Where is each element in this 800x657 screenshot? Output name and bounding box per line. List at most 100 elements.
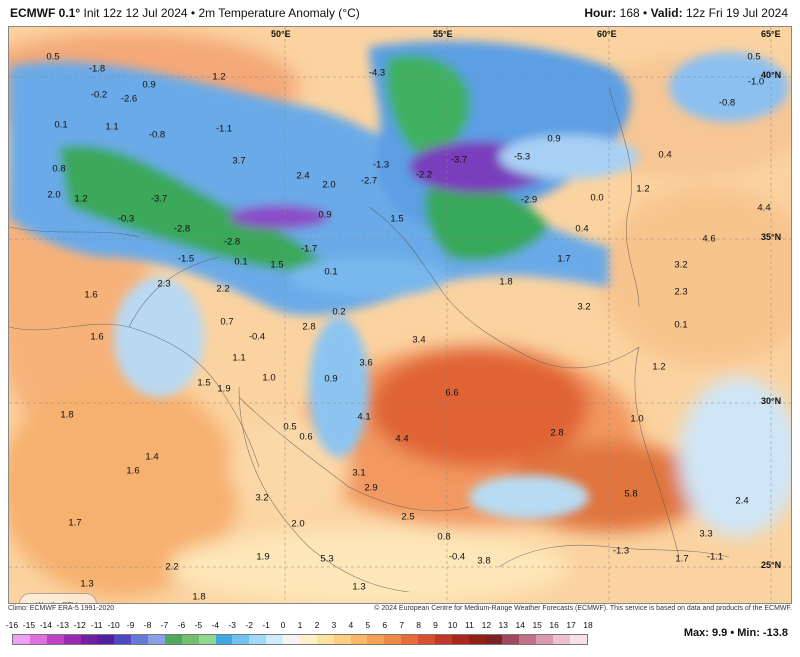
map-value: 3.3 <box>699 528 713 540</box>
field-name: 2m Temperature Anomaly (°C) <box>198 6 360 20</box>
map-value: 0.8 <box>52 163 66 175</box>
map-value: 3.2 <box>674 259 688 271</box>
map-value: -1.3 <box>372 159 390 171</box>
map-value: 1.4 <box>145 451 159 463</box>
legend-tick-label: -14 <box>39 620 53 630</box>
map-value: -2.6 <box>120 93 138 105</box>
map-value: 6.6 <box>445 387 459 399</box>
legend-swatch <box>316 635 334 644</box>
legend-tick-label: -7 <box>160 620 169 630</box>
title-left: ECMWF 0.1° Init 12z 12 Jul 2024 • 2m Tem… <box>10 6 360 20</box>
legend-swatch <box>519 635 537 644</box>
legend-tick-label: 18 <box>583 620 593 630</box>
map-value: 1.9 <box>256 551 270 563</box>
legend-tick-label: 5 <box>365 620 371 630</box>
legend-tick-label: 8 <box>416 620 421 630</box>
copyright-credit: © 2024 European Centre for Medium-Range … <box>374 605 792 612</box>
legend-swatch <box>468 635 486 644</box>
legend-swatch <box>97 635 115 644</box>
legend-tick-label: -10 <box>107 620 120 630</box>
map-value: -0.8 <box>718 97 736 109</box>
map-value: -1.8 <box>88 63 106 75</box>
map-value: 1.5 <box>197 377 211 389</box>
map-value: 0.9 <box>142 79 156 91</box>
legend-tick-label: -11 <box>90 620 103 630</box>
legend-swatch <box>215 635 233 644</box>
legend-swatch <box>569 635 587 644</box>
map-value: -1.7 <box>300 243 318 255</box>
legend-swatch <box>249 635 267 644</box>
legend-swatch <box>536 635 553 644</box>
map-value: 3.4 <box>412 334 426 346</box>
map-canvas <box>9 27 791 603</box>
map-value: 1.2 <box>74 193 88 205</box>
legend-swatch <box>63 635 81 644</box>
anomaly-map[interactable]: 50°E 55°E 60°E 65°E 40°N 35°N 30°N 25°N … <box>8 26 792 604</box>
legend-tick-label: -4 <box>211 620 220 630</box>
legend-tick-label: -8 <box>143 620 152 630</box>
map-value: 2.3 <box>674 286 688 298</box>
map-value: -0.4 <box>448 551 466 563</box>
lat-label-40n: 40°N <box>761 70 782 80</box>
map-value: 1.1 <box>232 352 246 364</box>
max-label: Max: <box>683 627 709 639</box>
legend-tick-label: -15 <box>22 620 36 630</box>
map-value: -2.2 <box>415 169 433 181</box>
legend-tick-label: 4 <box>348 620 354 630</box>
map-value: 2.0 <box>47 189 61 201</box>
legend-tick-label: -1 <box>262 620 270 630</box>
map-value: 0.1 <box>674 319 688 331</box>
map-value: 0.5 <box>747 51 761 63</box>
map-value: 4.6 <box>702 233 716 245</box>
map-value: 1.7 <box>557 253 571 265</box>
min-label: Min: <box>737 627 760 639</box>
hour-label: Hour: <box>584 6 617 20</box>
map-value: 3.2 <box>577 301 591 313</box>
map-value: 1.5 <box>270 259 284 271</box>
map-value: 0.7 <box>220 316 234 328</box>
map-value: -1.0 <box>747 76 765 88</box>
map-value: 0.6 <box>299 431 313 443</box>
map-value: 1.3 <box>80 578 94 590</box>
hour-value: 168 <box>619 6 640 20</box>
map-value: 4.4 <box>757 202 771 214</box>
model-name: ECMWF 0.1° <box>10 6 81 20</box>
title-right-separator: • <box>643 6 648 20</box>
legend-tick-label: 17 <box>566 620 576 630</box>
map-value: 0.4 <box>575 223 589 235</box>
map-value: -4.3 <box>368 67 386 79</box>
map-value: 2.3 <box>157 278 171 290</box>
map-value: 1.9 <box>217 383 231 395</box>
max-value: 9.9 <box>711 627 728 639</box>
map-value: 3.1 <box>352 467 366 479</box>
title-separator: • <box>190 6 196 20</box>
legend-swatch <box>333 635 351 644</box>
map-value: -2.8 <box>223 236 241 248</box>
cold-anomaly-fill <box>9 41 789 519</box>
map-value: 1.0 <box>262 372 276 384</box>
legend-tick-label: 0 <box>280 620 286 630</box>
legend-swatch <box>502 635 520 644</box>
map-value: 0.5 <box>46 51 60 63</box>
extremes-separator: • <box>730 627 735 639</box>
legend-swatch <box>553 635 570 644</box>
legend-tick-label: 15 <box>532 620 542 630</box>
legend-swatch <box>148 635 165 644</box>
legend-tick-label: 16 <box>549 620 559 630</box>
map-value: 0.8 <box>437 531 451 543</box>
legend-swatch <box>451 635 469 644</box>
map-value: 0.5 <box>283 421 297 433</box>
title-bar: ECMWF 0.1° Init 12z 12 Jul 2024 • 2m Tem… <box>0 0 800 26</box>
legend-swatch <box>367 635 385 644</box>
map-value: 1.2 <box>212 71 226 83</box>
lon-label-50e: 50°E <box>271 29 291 39</box>
legend-swatch <box>198 635 216 644</box>
map-value: 4.4 <box>395 433 409 445</box>
graticule <box>9 27 791 603</box>
legend-tick-label: 11 <box>464 620 474 630</box>
map-value: 2.0 <box>291 518 305 530</box>
legend-tick-label: 3 <box>331 620 337 630</box>
valid-value: 12z Fri 19 Jul 2024 <box>685 6 788 20</box>
map-value: -0.4 <box>248 331 266 343</box>
extremes-readout: Max: 9.9 • Min: -13.8 <box>684 627 788 639</box>
